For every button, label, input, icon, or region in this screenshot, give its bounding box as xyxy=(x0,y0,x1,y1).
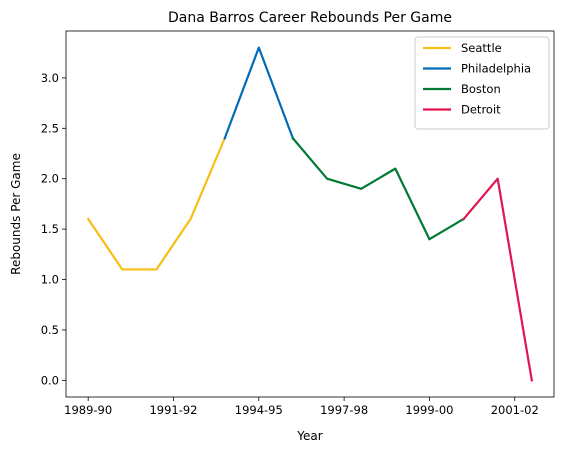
x-tick-label: 1989-90 xyxy=(64,403,112,417)
y-tick-label: 0.5 xyxy=(41,323,59,337)
y-tick-label: 3.0 xyxy=(41,71,59,85)
legend-label-boston: Boston xyxy=(461,82,501,96)
y-tick-label: 1.5 xyxy=(41,222,59,236)
y-axis-label: Rebounds Per Game xyxy=(9,153,23,275)
x-tick-label: 1991-92 xyxy=(149,403,197,417)
legend-label-detroit: Detroit xyxy=(461,103,501,117)
y-tick-label: 1.0 xyxy=(41,273,59,287)
series-line-philadelphia xyxy=(223,46,295,140)
x-tick-label: 1997-98 xyxy=(320,403,368,417)
y-tick-label: 0.0 xyxy=(41,373,59,387)
x-tick-label: 1999-00 xyxy=(405,403,453,417)
x-tick-label: 2001-02 xyxy=(491,403,539,417)
legend-label-philadelphia: Philadelphia xyxy=(461,62,531,76)
x-axis-label: Year xyxy=(296,429,322,443)
chart-legend: Seattle Philadelphia Boston Detroit xyxy=(414,36,550,130)
x-axis-ticks: 1989-90 1991-92 1994-95 1997-98 1999-00 2001-… xyxy=(64,397,539,417)
series-line-seattle xyxy=(86,136,227,271)
chart-title: Dana Barros Career Rebounds Per Game xyxy=(168,10,452,26)
series-line-boston xyxy=(291,136,466,241)
y-axis-ticks: 0.0 0.5 1.0 1.5 2.0 2.5 3.0 xyxy=(41,71,66,387)
x-tick-label: 1994-95 xyxy=(235,403,283,417)
legend-box xyxy=(414,36,550,130)
series-layer xyxy=(86,46,534,382)
y-tick-label: 2.5 xyxy=(41,121,59,135)
y-tick-label: 2.0 xyxy=(41,172,59,186)
legend-label-seattle: Seattle xyxy=(461,41,502,55)
series-line-detroit xyxy=(462,177,534,382)
